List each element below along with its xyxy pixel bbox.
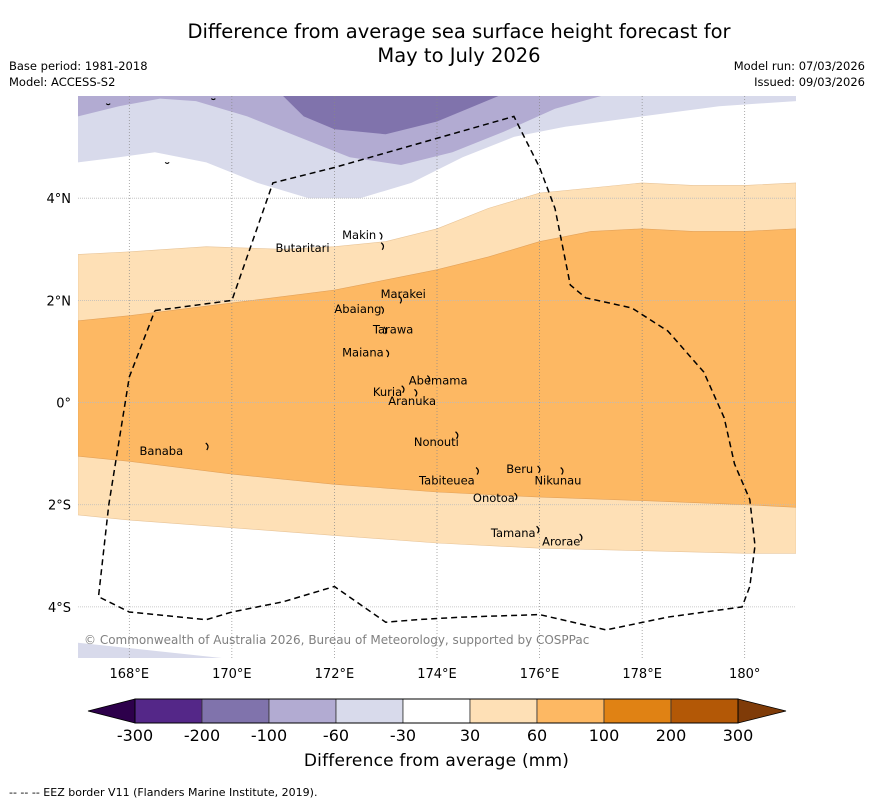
band-m200-m100 (283, 96, 499, 135)
colorbar-segment (268, 698, 337, 724)
colorbar-tick-label: 30 (460, 726, 480, 745)
island-outline (455, 431, 459, 440)
x-tick-label: 172°E (315, 667, 355, 682)
colorbar-tick-label: 300 (723, 726, 754, 745)
colorbar: -300 -200 -100 -60 -30 30 60 100 200 300 (87, 698, 787, 745)
model-run-label: Model run: 07/03/2026 (733, 59, 865, 73)
islet-outline (105, 103, 111, 106)
meta-right: Model run: 07/03/2026 Issued: 09/03/2026 (734, 58, 865, 90)
base-period-label: Base period: 1981-2018 (9, 59, 148, 73)
island-outline (475, 467, 479, 475)
chart-title-line2: May to July 2026 (377, 44, 541, 67)
colorbar-tick-label: 100 (589, 726, 620, 745)
place-label-nonouti: Nonouti (414, 435, 459, 449)
place-label-abaiang: Abaiang (334, 302, 381, 316)
x-tick-label: 176°E (520, 667, 560, 682)
islet-outline (164, 162, 170, 164)
x-tick-label: 178°E (622, 667, 662, 682)
colorbar-tick-label: -200 (184, 726, 220, 745)
place-label-nikunau: Nikunau (534, 473, 581, 487)
island-outline (380, 242, 385, 251)
place-label-banaba: Banaba (140, 444, 184, 458)
band-m60-m30-southwest (78, 642, 222, 658)
island-outline (401, 385, 405, 394)
place-label-kuria: Kuria (373, 385, 402, 399)
place-label-onotoa: Onotoa (473, 491, 515, 505)
y-tick-label: 2°S (48, 499, 71, 514)
colorbar-extend-max (737, 698, 787, 724)
chart-title: Difference from average sea surface heig… (0, 20, 873, 68)
island-outline (383, 326, 387, 335)
x-tick-label: 168°E (110, 667, 150, 682)
x-tick-label: 174°E (417, 667, 457, 682)
island-outline (380, 306, 385, 314)
place-label-beru: Beru (506, 462, 533, 476)
place-label-tamana: Tamana (490, 526, 536, 540)
colorbar-segment (335, 698, 404, 724)
colorbar-tick-label: -30 (390, 726, 416, 745)
island-outline (579, 533, 583, 542)
y-tick-label: 0° (56, 397, 71, 412)
eez-border-line (97, 115, 756, 631)
island-outline (560, 467, 564, 475)
eez-footnote: -- -- -- EEZ border V11 (Flanders Marine… (9, 786, 318, 799)
colorbar-segment (134, 698, 203, 724)
islands-layer (105, 98, 583, 542)
island-outline (426, 375, 431, 383)
place-label-aranuka: Aranuka (388, 394, 436, 408)
x-axis-ticks: 168°E 170°E 172°E 174°E 176°E 178°E 180° (110, 667, 761, 682)
colorbar-segment (201, 698, 270, 724)
y-tick-label: 4°N (47, 192, 72, 207)
island-outline (537, 465, 541, 474)
colorbar-extend-min (87, 698, 136, 724)
eez-border-layer (97, 115, 756, 631)
island-outline (385, 349, 390, 358)
gridlines (78, 96, 796, 658)
y-tick-label: 4°S (48, 601, 71, 616)
place-label-arorae: Arorae (542, 535, 580, 549)
x-tick-label: 170°E (212, 667, 252, 682)
colorbar-tick-label: 60 (527, 726, 547, 745)
colorbar-tick-label: 200 (656, 726, 687, 745)
colorbar-frame (134, 698, 739, 724)
island-outline (536, 525, 540, 534)
place-label-abemama: Abemama (409, 374, 468, 388)
issued-label: Issued: 09/03/2026 (754, 75, 865, 89)
island-outline (414, 388, 418, 397)
island-outline (398, 295, 402, 304)
island-outline (379, 232, 383, 240)
islet-outline (210, 98, 216, 101)
colorbar-tick-label: -60 (323, 726, 349, 745)
meta-left: Base period: 1981-2018 Model: ACCESS-S2 (9, 58, 148, 90)
x-tick-label: 180° (729, 667, 760, 682)
colorbar-title: Difference from average (mm) (303, 751, 570, 771)
y-axis-ticks: 4°N 2°N 0° 2°S 4°S (47, 192, 72, 616)
place-label-makin: Makin (342, 228, 376, 242)
place-label-butaritari: Butaritari (275, 241, 329, 255)
place-label-tarawa: Tarawa (372, 323, 413, 337)
model-label: Model: ACCESS-S2 (9, 75, 116, 89)
colorbar-tick-label: -300 (117, 726, 153, 745)
chart-title-line1: Difference from average sea surface heig… (187, 20, 731, 43)
island-outline (205, 442, 209, 451)
place-label-maiana: Maiana (342, 346, 384, 360)
y-tick-label: 2°N (47, 294, 72, 309)
colorbar-tick-label: -100 (251, 726, 287, 745)
colorbar-segment (536, 698, 605, 724)
colorbar-segment (469, 698, 538, 724)
band-m100-m60 (78, 96, 602, 165)
colorbar-segment (603, 698, 672, 724)
colorbar-segment (670, 698, 739, 724)
colorbar-segment (402, 698, 471, 724)
island-outline (514, 492, 518, 501)
place-label-marakei: Marakei (381, 287, 426, 301)
place-label-tabiteuea: Tabiteuea (418, 473, 475, 487)
copyright-notice: © Commonwealth of Australia 2026, Bureau… (84, 633, 589, 647)
